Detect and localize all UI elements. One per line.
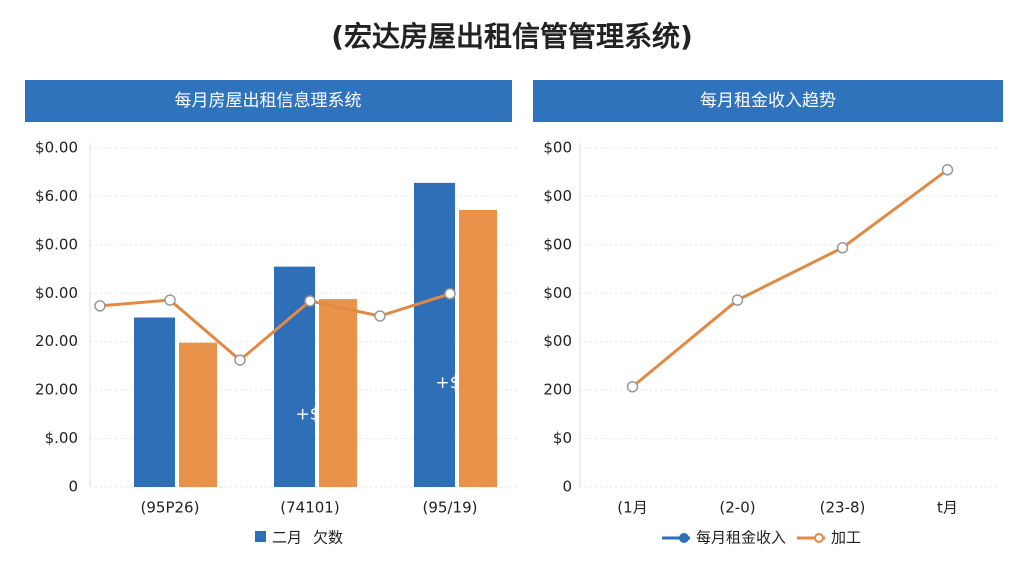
y-tick-label: $0.00 <box>35 235 78 253</box>
line-marker <box>444 288 456 300</box>
line-marker <box>374 310 386 322</box>
y-tick-label: 0 <box>68 478 78 496</box>
bar <box>319 299 357 487</box>
y-tick-label: 20.00 <box>35 332 78 350</box>
x-tick-label: (95P26) <box>141 499 200 517</box>
annotation: +$ <box>295 405 320 425</box>
y-tick-label: 0 <box>562 478 572 496</box>
legend-swatch <box>679 533 689 543</box>
x-tick-label: t月 <box>937 499 958 517</box>
line-marker <box>626 381 639 393</box>
legend-swatch <box>814 533 824 543</box>
trend-line <box>631 168 949 388</box>
chart-title: 每月房屋出租信息理系统 <box>175 91 362 111</box>
y-tick-label: $.00 <box>45 429 78 447</box>
legend-label: 二月 <box>272 529 302 547</box>
annotation: +$ <box>435 373 460 393</box>
y-tick-label: $00 <box>543 284 572 302</box>
y-tick-label: $00 <box>543 332 572 350</box>
x-tick-label: (2-0) <box>719 499 755 517</box>
y-tick-label: $00 <box>543 187 572 205</box>
line-marker <box>164 294 176 306</box>
line-marker <box>836 242 849 254</box>
y-tick-label: $00 <box>543 139 572 157</box>
x-tick-label: (74101) <box>280 499 339 517</box>
y-tick-label: $00 <box>543 235 572 253</box>
trend-line <box>99 292 451 363</box>
y-tick-label: 200 <box>543 381 572 399</box>
bar <box>459 209 497 487</box>
legend-swatch <box>255 531 266 542</box>
y-tick-label: $0.00 <box>35 284 78 302</box>
panel-header <box>25 80 512 122</box>
line-marker <box>941 164 954 176</box>
legend-label: 欠数 <box>313 529 343 547</box>
x-tick-label: (1月 <box>617 499 647 517</box>
y-tick-label: $6.00 <box>35 187 78 205</box>
legend-label: 每月租金收入 <box>696 529 786 547</box>
y-tick-label: $0.00 <box>35 139 78 157</box>
legend-label: 加工 <box>831 529 861 547</box>
y-tick-label: 20.00 <box>35 381 78 399</box>
line-marker <box>94 300 106 312</box>
line-marker <box>731 294 744 306</box>
line-marker <box>304 295 316 307</box>
chart-title: 每月租金收入趋势 <box>700 91 836 111</box>
y-tick-label: $0 <box>553 429 572 447</box>
line-marker <box>234 354 246 366</box>
panel-header <box>533 80 1003 122</box>
x-tick-label: (23-8) <box>820 499 866 517</box>
page-title: (宏达房屋出租信管管理系统) <box>331 20 693 53</box>
bar <box>414 182 455 487</box>
bar <box>134 317 175 487</box>
bar <box>179 342 217 487</box>
x-tick-label: (95/19) <box>423 499 478 517</box>
